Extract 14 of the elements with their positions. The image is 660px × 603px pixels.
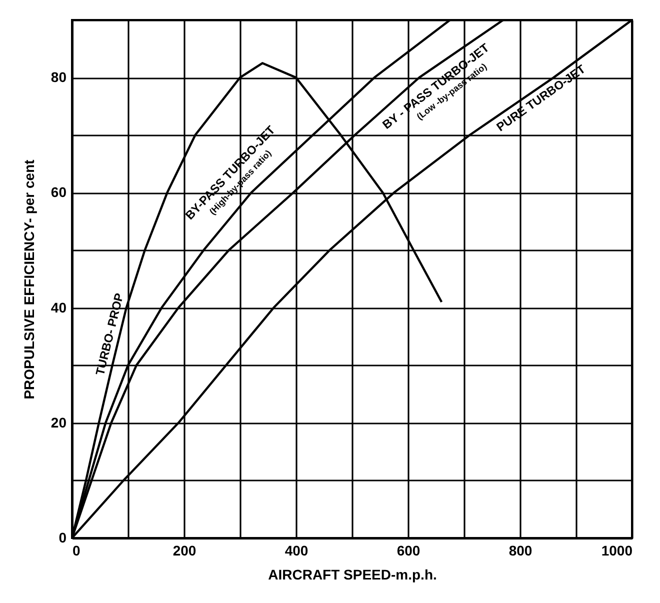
x-tick-label: 800 [508, 542, 532, 558]
y-tick-label: 60 [50, 184, 67, 200]
x-tick-label: 200 [172, 542, 196, 558]
x-tick-label: 400 [284, 542, 308, 558]
x-tick-label: 0 [72, 542, 80, 558]
y-tick-label: 20 [50, 414, 67, 430]
y-tick-label: 0 [58, 530, 67, 546]
x-tick-label: 1000 [601, 542, 633, 558]
y-tick-label: 40 [50, 299, 67, 316]
y-axis-title: PROPULSIVE EFFICIENCY- per cent [20, 159, 37, 400]
text: TURBO- PROP [92, 292, 126, 377]
x-tick-label: 600 [396, 542, 420, 558]
x-axis-title: AIRCRAFT SPEED-m.p.h. [268, 566, 437, 582]
y-tick-label: 80 [50, 69, 67, 86]
